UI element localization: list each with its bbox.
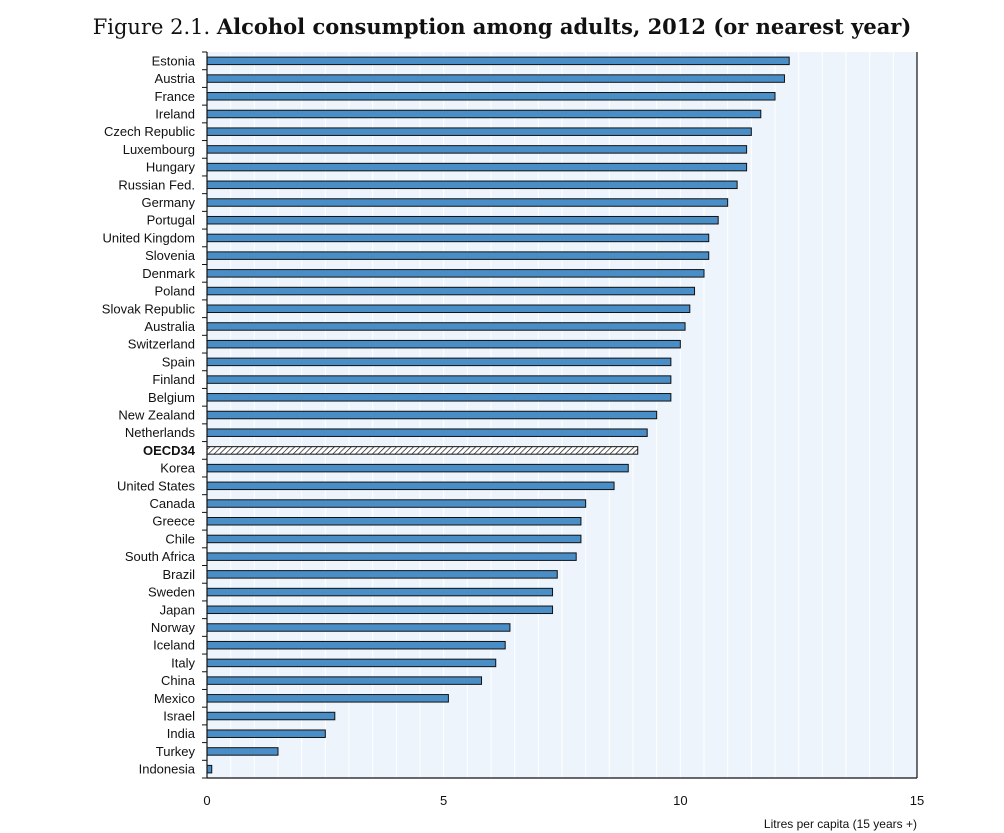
x-tick-label: 10 (673, 793, 687, 808)
category-label: Norway (151, 620, 196, 635)
bar-chile (206, 534, 582, 544)
category-label: Italy (171, 655, 195, 670)
bar-ireland (206, 109, 762, 119)
chart-title: Figure 2.1. Alcohol consumption among ad… (0, 14, 1004, 39)
bar-japan (206, 605, 554, 615)
category-label: Austria (155, 71, 196, 86)
category-label: OECD34 (143, 443, 196, 458)
bar-israel (206, 711, 336, 721)
category-label: Portugal (147, 213, 196, 228)
bar-united-kingdom (206, 233, 710, 243)
category-label: Netherlands (125, 425, 196, 440)
category-label: Indonesia (139, 762, 196, 777)
bar-iceland (206, 640, 506, 650)
category-label: Luxembourg (123, 142, 195, 157)
bar-netherlands (206, 428, 648, 437)
bar-denmark (206, 269, 705, 278)
bar-brazil (206, 570, 558, 579)
category-label: South Africa (125, 549, 196, 564)
category-label: Australia (144, 319, 195, 334)
bar-spain (206, 357, 672, 367)
axes (202, 51, 918, 779)
bar-germany (206, 198, 729, 207)
x-axis-label: Litres per capita (15 years +) (764, 817, 917, 831)
bar-switzerland (206, 339, 681, 349)
category-label: Greece (152, 514, 195, 529)
bar-slovak-republic (206, 304, 691, 314)
bar-slovenia (206, 251, 710, 260)
category-label: Finland (152, 372, 195, 387)
category-label: Switzerland (128, 337, 195, 352)
category-label: Turkey (156, 744, 196, 759)
category-label: Russian Fed. (118, 177, 195, 192)
category-label: Chile (165, 531, 195, 546)
category-label: Czech Republic (104, 124, 196, 139)
category-label: Canada (149, 496, 195, 511)
bar-france (206, 92, 776, 101)
bar-czech-republic (206, 127, 752, 136)
category-label: Hungary (146, 160, 196, 175)
x-tick-label: 5 (440, 793, 447, 808)
category-label: Sweden (148, 585, 195, 600)
bar-sweden (206, 587, 554, 597)
bar-hungary (206, 162, 748, 172)
tick-labels: 0 5 10 15 (203, 793, 924, 808)
bar-russian-fed (206, 180, 738, 190)
category-label: Estonia (152, 53, 196, 68)
bars-group (206, 56, 790, 774)
category-label: Poland (155, 284, 195, 299)
category-label: Denmark (142, 266, 195, 281)
category-label: Belgium (148, 390, 195, 405)
category-label: Iceland (153, 638, 195, 653)
bar-turkey (206, 747, 279, 756)
category-label: Brazil (162, 567, 195, 582)
bar-new-zealand (206, 410, 658, 420)
category-labels: Estonia Austria France Ireland Czech Republi… (102, 53, 196, 776)
bar-korea (206, 463, 629, 473)
category-label: China (161, 673, 196, 688)
bar-united-states (206, 481, 615, 491)
category-label: Slovenia (145, 248, 196, 263)
bar-greece (206, 516, 582, 526)
category-label: New Zealand (118, 408, 195, 423)
category-label: United States (117, 478, 196, 493)
category-label: Ireland (155, 106, 195, 121)
bar-australia (206, 322, 686, 331)
category-label: Slovak Republic (102, 301, 196, 316)
bar-norway (206, 623, 511, 632)
category-label: France (155, 89, 195, 104)
bar-italy (206, 658, 497, 668)
category-label: United Kingdom (103, 230, 196, 245)
category-label: Germany (142, 195, 196, 210)
category-label: Korea (160, 461, 195, 476)
bar-oecd34 (206, 446, 639, 455)
bar-belgium (206, 393, 672, 402)
bar-mexico (206, 694, 449, 703)
figure-title: Alcohol consumption among adults, 2012 (… (216, 14, 912, 39)
category-label: Japan (160, 602, 195, 617)
figure-number: Figure 2.1. (92, 15, 211, 39)
x-tick-label: 15 (910, 793, 924, 808)
category-label: Spain (162, 354, 195, 369)
bar-indonesia (206, 764, 213, 774)
bar-india (206, 729, 326, 738)
bar-china (206, 676, 483, 685)
bar-poland (206, 286, 696, 296)
bar-luxembourg (206, 145, 748, 154)
bar-finland (206, 375, 672, 384)
category-label: Israel (163, 709, 195, 724)
bar-canada (206, 499, 587, 508)
category-label: India (167, 726, 196, 741)
bar-austria (206, 74, 785, 83)
bar-portugal (206, 215, 719, 225)
bar-estonia (206, 56, 790, 66)
category-label: Mexico (154, 691, 195, 706)
x-tick-label: 0 (203, 793, 210, 808)
bar-south-africa (206, 552, 577, 561)
